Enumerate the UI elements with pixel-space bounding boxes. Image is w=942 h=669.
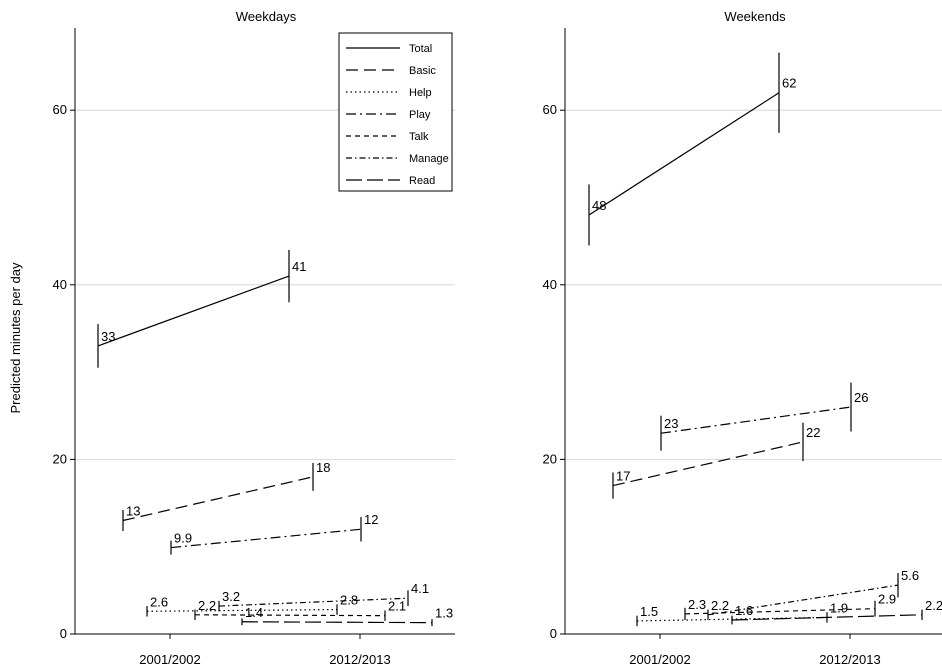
data-label: 13 [126,504,140,519]
series-play: 9.9 12 [170,512,378,555]
series-talk: 2.3 2.9 [684,592,896,621]
series-line-talk [684,608,876,615]
panel-title: Weekends [724,9,786,24]
series-line-basic [122,476,314,522]
series-help: 2.6 2.8 [146,593,358,617]
data-label: 2.6 [150,594,168,609]
data-label: 1.9 [830,600,848,615]
series-play: 23 26 [660,382,868,451]
data-label: 2.1 [388,599,406,614]
legend-label: Manage [409,153,449,165]
data-label: 23 [664,416,678,431]
series-line-play [170,528,362,549]
data-label: 48 [592,198,606,213]
y-tick-label: 0 [60,626,67,641]
data-label: 2.9 [878,592,896,607]
series-manage: 2.2 5.6 [707,568,919,621]
y-axis-label: Predicted minutes per day [8,262,23,414]
series-line-read [731,614,923,621]
legend-label: Talk [409,131,429,143]
data-label: 9.9 [174,531,192,546]
series-line-basic [612,441,804,487]
panel-title: Weekdays [236,9,297,24]
data-label: 5.6 [901,568,919,583]
legend-box [338,32,453,192]
y-tick-label: 60 [53,102,67,117]
data-label: 41 [292,259,306,274]
y-tick-label: 40 [53,277,67,292]
data-label: 2.2 [198,598,216,613]
data-label: 1.5 [640,604,658,619]
legend-label: Basic [409,65,436,77]
y-tick-label: 20 [53,451,67,466]
data-label: 1.3 [435,606,453,621]
data-label: 4.1 [411,581,429,596]
x-tick-label: 2001/2002 [629,652,690,667]
data-label: 1.6 [735,603,753,618]
series-line-help [146,608,338,612]
series-read: 1.4 1.3 [241,605,453,627]
series-manage: 3.2 4.1 [218,581,429,612]
legend-label: Read [409,175,435,187]
y-tick-label: 20 [543,451,557,466]
data-label: 26 [854,390,868,405]
x-tick-label: 2001/2002 [139,652,200,667]
data-label: 2.3 [688,597,706,612]
y-tick-label: 60 [543,102,557,117]
data-label: 18 [316,460,330,475]
data-label: 1.4 [245,605,263,620]
y-tick-label: 0 [550,626,557,641]
series-total: 33 41 [97,249,306,368]
data-label: 2.8 [340,593,358,608]
series-read: 1.6 2.2 [731,598,942,625]
data-label: 2.2 [925,598,942,613]
series-line-total [97,275,290,347]
data-label: 3.2 [222,589,240,604]
data-label: 62 [782,76,796,91]
series-talk: 2.2 2.1 [194,598,406,621]
series-line-manage [707,584,899,616]
legend: Total Basic Help Play Talk Manage Read [338,32,453,192]
data-label: 12 [364,512,378,527]
series-line-talk [194,614,386,617]
series-line-total [588,92,780,216]
data-label: 33 [101,329,115,344]
x-tick-label: 2012/2013 [819,652,880,667]
series-basic: 13 18 [122,460,330,531]
series-line-manage [218,597,409,607]
series-line-play [660,406,852,434]
data-label: 17 [616,469,630,484]
series-total: 48 62 [588,52,796,246]
legend-label: Total [409,43,432,55]
legend-label: Play [409,109,431,121]
data-label: 2.2 [711,598,729,613]
series-line-read [241,621,433,624]
y-tick-label: 40 [543,277,557,292]
data-label: 22 [806,425,820,440]
x-tick-label: 2012/2013 [329,652,390,667]
legend-label: Help [409,87,432,99]
